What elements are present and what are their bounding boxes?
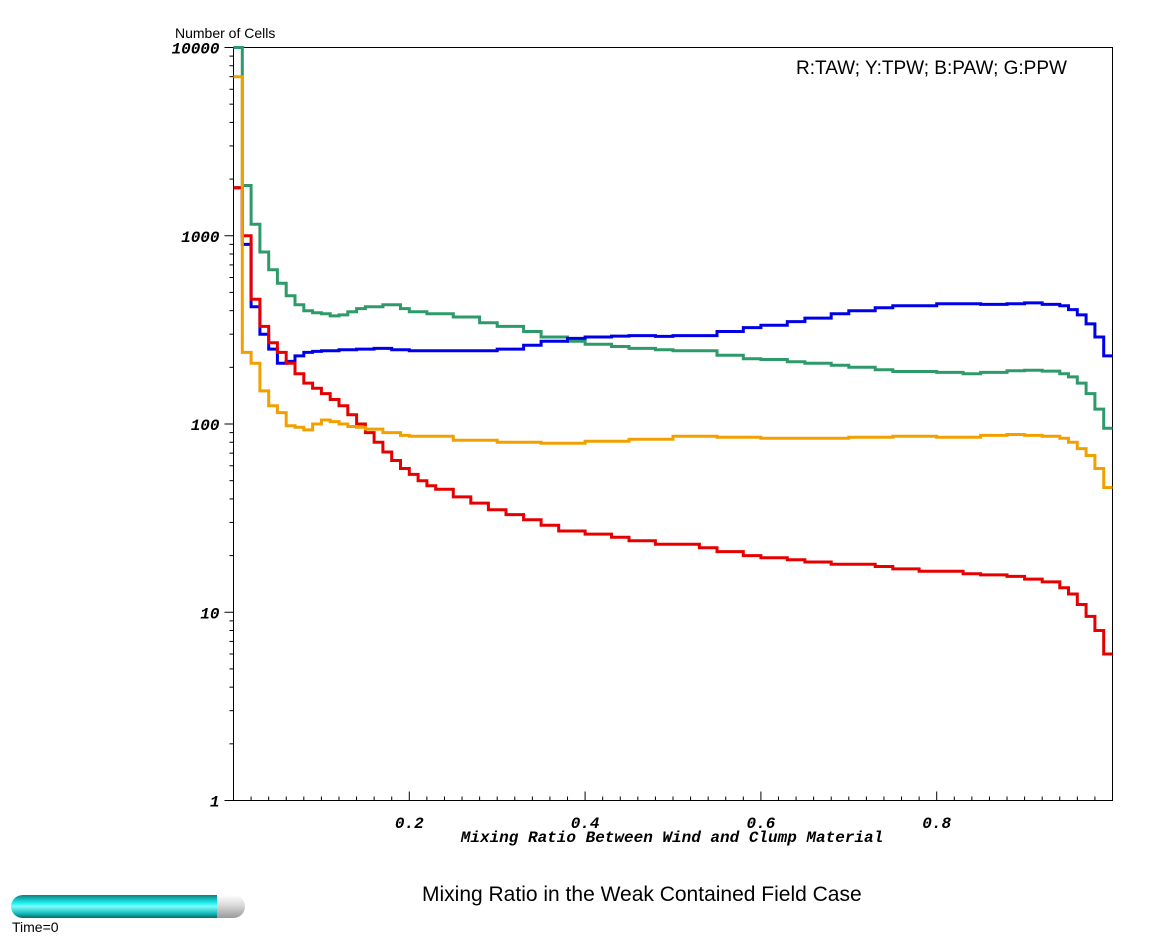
x-tick-label: 0.8 xyxy=(922,815,951,833)
x-axis-ticks: 0.2 0.4 0.6 0.8 xyxy=(250,791,1096,833)
series-line-Y xyxy=(233,75,1113,489)
series-line-G xyxy=(233,46,1113,430)
y-tick-label: 10000 xyxy=(171,41,219,59)
series-group xyxy=(233,46,1113,656)
x-tick-label: 0.4 xyxy=(571,815,600,833)
series-line-B xyxy=(233,186,1113,365)
time-label: Time=0 xyxy=(12,919,59,935)
y-tick-label: 1000 xyxy=(181,229,220,247)
y-tick-label: 10 xyxy=(200,605,220,623)
legend-annotation: R:TAW; Y:TPW; B:PAW; G:PPW xyxy=(796,58,1067,79)
figure-caption: Mixing Ratio in the Weak Contained Field… xyxy=(422,883,862,906)
series-line-R xyxy=(233,186,1113,656)
x-axis-label: Mixing Ratio Between Wind and Clump Mate… xyxy=(460,829,883,847)
y-axis-ticks: 1 10 100 1000 10000 xyxy=(171,41,234,812)
x-tick-label: 0.6 xyxy=(746,815,775,833)
x-tick-label: 0.2 xyxy=(395,815,424,833)
y-axis-label: Number of Cells xyxy=(175,25,276,41)
time-slider-fill xyxy=(11,895,217,918)
y-tick-label: 1 xyxy=(210,794,220,812)
time-slider-bar[interactable] xyxy=(11,895,245,918)
y-tick-label: 100 xyxy=(191,417,220,435)
